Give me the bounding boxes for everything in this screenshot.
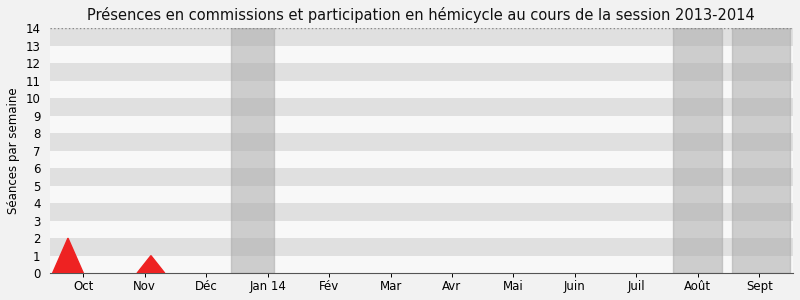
Title: Présences en commissions et participation en hémicycle au cours de la session 20: Présences en commissions et participatio… (87, 7, 755, 23)
Polygon shape (53, 238, 83, 273)
Polygon shape (137, 256, 165, 273)
Y-axis label: Séances par semaine: Séances par semaine (7, 87, 20, 214)
